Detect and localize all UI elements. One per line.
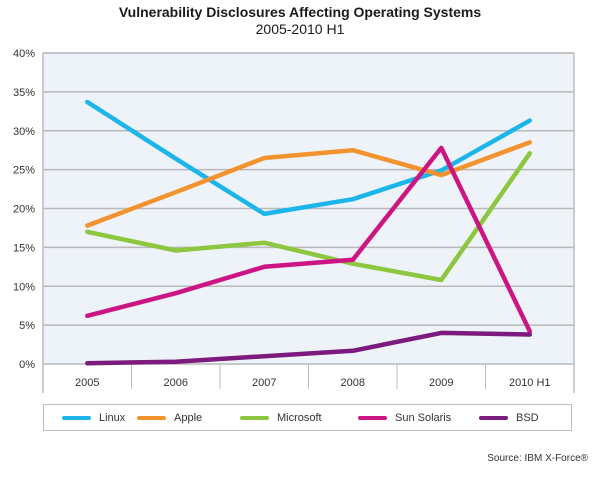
legend-label: Sun Solaris <box>395 411 452 424</box>
x-tick-label: 2008 <box>341 377 365 389</box>
y-tick-label: 40% <box>13 48 35 60</box>
y-tick-label: 0% <box>19 359 35 371</box>
legend-swatch <box>62 415 91 420</box>
series-line-sun-solaris <box>85 145 533 334</box>
legend-label: Microsoft <box>277 411 322 424</box>
x-tick-label: 2009 <box>429 377 453 389</box>
legend-swatch <box>137 415 166 420</box>
legend-swatch <box>479 415 508 420</box>
chart-title: Vulnerability Disclosures Affecting Oper… <box>118 4 482 20</box>
legend-label: BSD <box>516 411 539 424</box>
source-note: Source: IBM X-Force® <box>487 453 588 464</box>
legend-label: Apple <box>174 411 203 424</box>
y-tick-label: 15% <box>13 242 35 254</box>
legend-swatch <box>240 415 269 420</box>
x-tick-label: 2010 H1 <box>509 377 551 389</box>
x-tick-label: 2005 <box>75 377 99 389</box>
x-tick-label: 2007 <box>252 377 276 389</box>
series-line-microsoft <box>85 151 533 283</box>
legend-label: Linux <box>99 411 126 424</box>
chart-subtitle: 2005-2010 H1 <box>255 21 345 37</box>
series-line-bsd <box>85 330 533 366</box>
legend-item-sun-solaris: Sun Solaris <box>358 412 451 424</box>
y-tick-label: 10% <box>13 281 35 293</box>
x-tick-label: 2006 <box>164 377 188 389</box>
legend-item-apple: Apple <box>137 412 202 424</box>
y-tick-label: 35% <box>13 87 35 99</box>
legend: Linux Apple Microsoft Sun Solaris BSD <box>43 404 572 431</box>
series-line-linux <box>85 99 533 217</box>
legend-item-microsoft: Microsoft <box>240 412 322 424</box>
legend-item-linux: Linux <box>62 412 125 424</box>
y-tick-label: 5% <box>19 320 35 332</box>
y-tick-label: 30% <box>13 126 35 138</box>
y-tick-label: 25% <box>13 165 35 177</box>
series-line-apple <box>85 140 533 228</box>
legend-swatch <box>358 415 387 420</box>
legend-item-bsd: BSD <box>479 412 539 424</box>
y-tick-label: 20% <box>13 204 35 216</box>
